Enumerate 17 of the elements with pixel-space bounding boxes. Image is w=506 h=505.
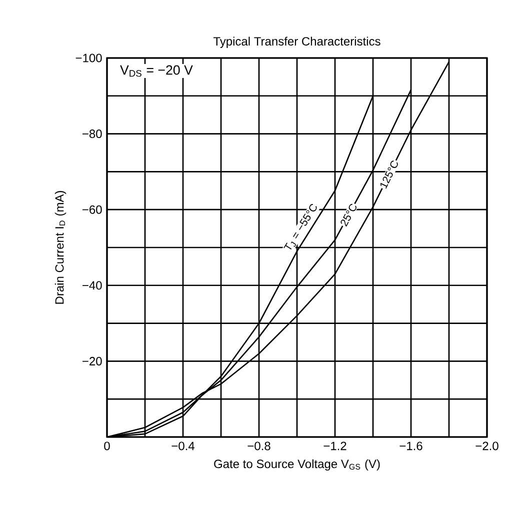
y-axis-title: Drain Current I$_{D}$ (mA) [54,190,66,304]
text: 125°C [380,160,398,189]
x-axis-title: Gate to Source Voltage V$_{GS}$ (V) [214,459,380,471]
x-tick-label: −1.6 [400,442,422,450]
y-tick-label: −80 [82,130,102,138]
x-tick-label: −2.0 [476,442,498,450]
y-tick-label: −40 [82,281,102,290]
y-tick-label: −100 [76,54,102,62]
annotation: V$_{DS}$ = −20 V [120,65,193,77]
x-tick-label: −0.8 [248,442,270,450]
y-tick-label: −20 [82,356,102,366]
y-tick-label: −60 [82,205,102,214]
text: 25°C [340,204,356,227]
x-tick-label: −1.2 [324,442,346,450]
chart-title: Typical Transfer Characteristics [213,36,380,48]
x-tick-label: −0.4 [172,442,194,450]
x-tick-label: 0 [104,442,110,450]
